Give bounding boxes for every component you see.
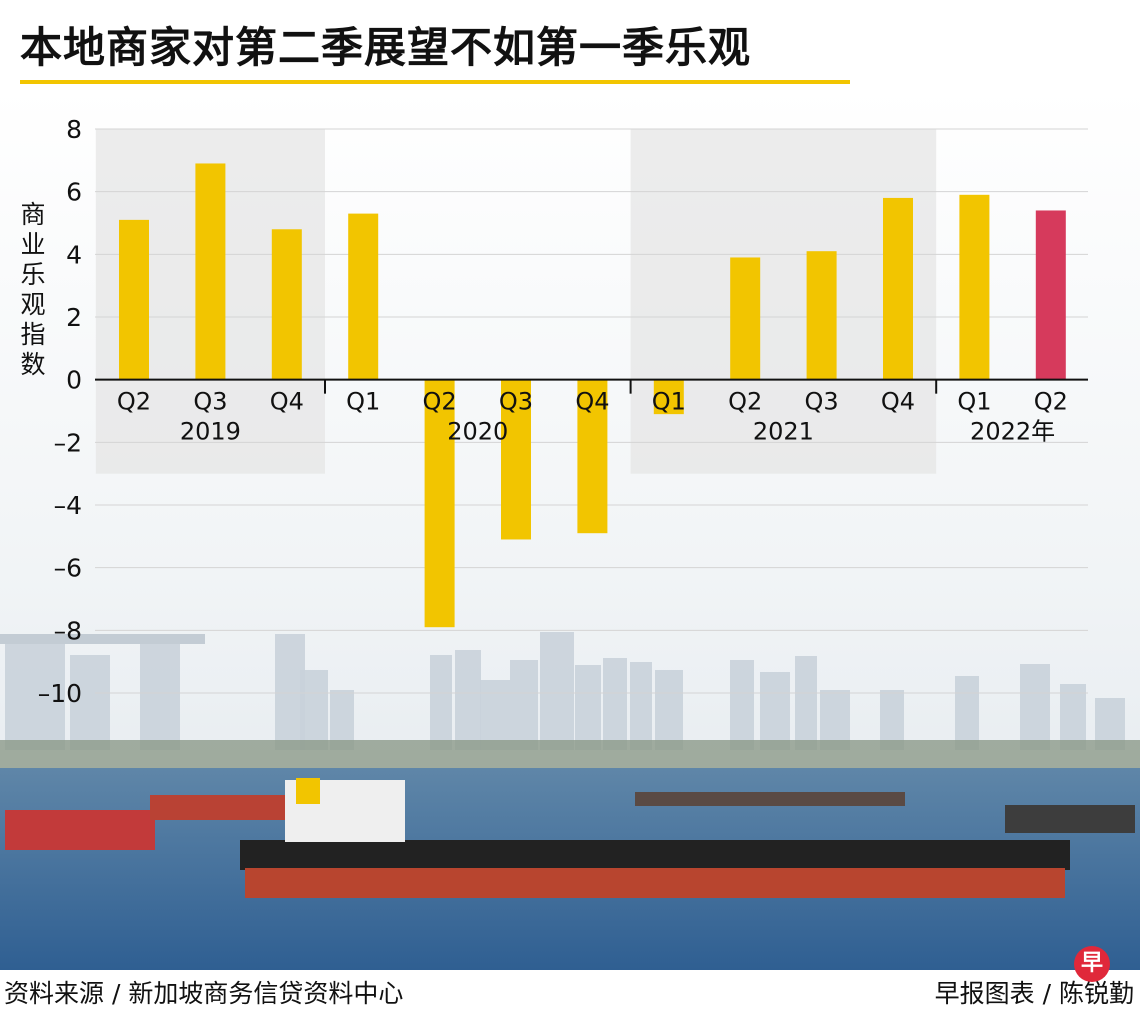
building bbox=[760, 672, 790, 750]
bar bbox=[1035, 210, 1066, 380]
y-tick-label: 4 bbox=[66, 240, 82, 269]
shoreline bbox=[0, 740, 1140, 770]
tanker-hull bbox=[245, 868, 1065, 898]
ship-mid bbox=[635, 792, 905, 806]
ship-left bbox=[5, 810, 155, 850]
x-tick-label: Q2 bbox=[117, 388, 151, 416]
x-tick-label: Q2 bbox=[423, 388, 457, 416]
building bbox=[455, 650, 481, 750]
x-tick-label: Q4 bbox=[270, 388, 304, 416]
building bbox=[430, 655, 452, 750]
y-tick-label: –4 bbox=[54, 491, 82, 520]
building bbox=[655, 670, 683, 750]
bar bbox=[806, 251, 837, 380]
year-label: 2020 bbox=[447, 418, 508, 446]
bar bbox=[195, 163, 226, 380]
building bbox=[575, 665, 601, 750]
year-label: 2022年 bbox=[970, 418, 1055, 446]
x-tick-label: Q3 bbox=[499, 388, 533, 416]
building bbox=[1060, 684, 1086, 750]
x-tick-label: Q2 bbox=[1034, 388, 1068, 416]
x-tick-label: Q3 bbox=[193, 388, 227, 416]
building bbox=[140, 640, 180, 750]
building bbox=[630, 662, 652, 750]
bar bbox=[653, 379, 684, 415]
y-axis-label: 商业乐观指数 bbox=[20, 200, 46, 379]
zaobao-logo: 早 bbox=[1074, 946, 1110, 982]
bar bbox=[959, 194, 990, 380]
bar bbox=[424, 379, 455, 628]
building bbox=[603, 658, 627, 750]
building bbox=[795, 656, 817, 750]
title-underline bbox=[20, 80, 850, 84]
bar bbox=[577, 379, 608, 534]
credit-note: 早报图表 / 陈锐勤 bbox=[934, 979, 1134, 1008]
year-label: 2021 bbox=[753, 418, 814, 446]
bar bbox=[730, 257, 761, 380]
ship-right bbox=[1005, 805, 1135, 833]
chart-area: 8 6 4 2 0 –2 –4 –6 –8 –10 Q2 Q3 Q4 Q1 Q2 Q3 Q4 Q1 Q2 Q3 Q4 Q… bbox=[0, 88, 1140, 970]
building bbox=[730, 660, 754, 750]
building bbox=[5, 640, 65, 750]
y-tick-label: 0 bbox=[66, 366, 82, 395]
bar bbox=[501, 379, 531, 540]
building bbox=[510, 660, 538, 750]
y-tick-label: –2 bbox=[54, 428, 82, 457]
x-tick-label: Q1 bbox=[652, 388, 686, 416]
x-tick-label: Q4 bbox=[881, 388, 915, 416]
building bbox=[70, 655, 110, 750]
bar bbox=[348, 213, 379, 380]
y-tick-label: 8 bbox=[66, 115, 82, 144]
x-tick-label: Q2 bbox=[728, 388, 762, 416]
ship-left-2 bbox=[150, 795, 290, 820]
tanker-hull-top bbox=[240, 840, 1070, 870]
year-label: 2019 bbox=[180, 418, 241, 446]
building bbox=[1020, 664, 1050, 750]
y-tick-label: 6 bbox=[66, 178, 82, 207]
funnel bbox=[296, 778, 320, 804]
x-tick-label: Q4 bbox=[575, 388, 609, 416]
building bbox=[480, 680, 510, 750]
source-note: 资料来源 / 新加坡商务信贷资料中心 bbox=[4, 979, 404, 1008]
bar bbox=[119, 219, 149, 380]
y-tick-label: –6 bbox=[54, 554, 82, 583]
y-tick-label: –10 bbox=[38, 679, 82, 708]
building bbox=[955, 676, 979, 750]
y-tick-label: 2 bbox=[66, 303, 82, 332]
skypark-deck bbox=[0, 634, 205, 644]
x-tick-label: Q1 bbox=[346, 388, 380, 416]
building bbox=[300, 670, 328, 750]
chart-title: 本地商家对第二季展望不如第一季乐观 bbox=[20, 23, 752, 72]
x-tick-label: Q3 bbox=[805, 388, 839, 416]
y-tick-label: –8 bbox=[54, 616, 82, 645]
building bbox=[540, 632, 574, 750]
bar bbox=[271, 229, 302, 380]
city-skyline-photo bbox=[0, 632, 1140, 970]
x-tick-label: Q1 bbox=[957, 388, 991, 416]
bar bbox=[883, 197, 913, 380]
